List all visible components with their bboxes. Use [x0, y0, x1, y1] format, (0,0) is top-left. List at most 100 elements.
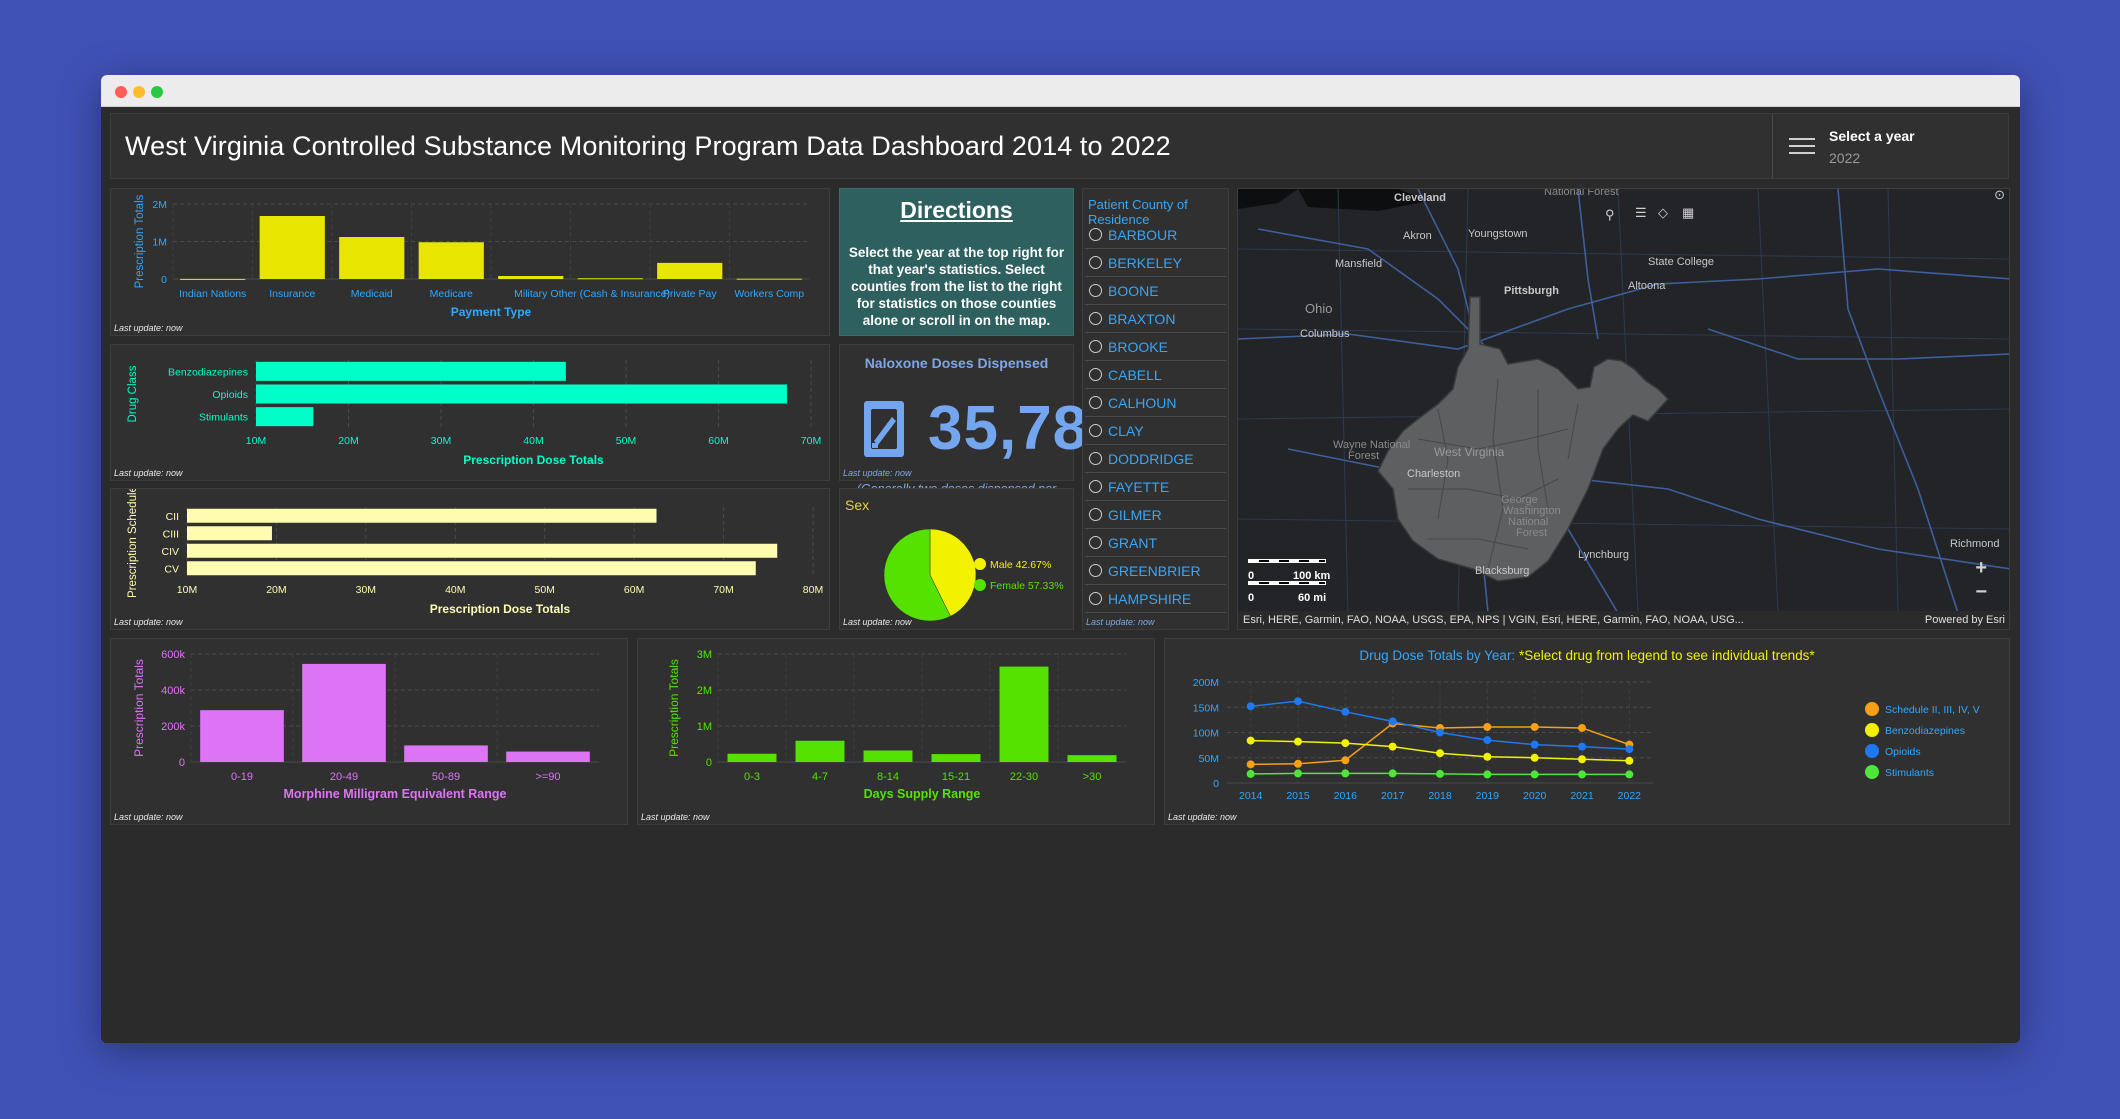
- minimize-window-button[interactable]: [133, 86, 145, 98]
- x-tick-label: 10M: [177, 584, 197, 596]
- last-update-label: Last update: now: [1086, 617, 1155, 627]
- search-icon[interactable]: ⚲: [1605, 207, 1615, 222]
- legend-label: Stimulants: [1885, 767, 1934, 779]
- county-item[interactable]: GILMER: [1085, 501, 1226, 529]
- bar: [1067, 755, 1117, 762]
- data-point: [1436, 728, 1444, 737]
- bar: [339, 237, 405, 279]
- county-item[interactable]: BARBOUR: [1085, 221, 1226, 249]
- radio-icon[interactable]: [1089, 368, 1102, 381]
- bar: [187, 526, 272, 541]
- x-tick-label: Private Pay: [663, 288, 717, 300]
- y-axis-title: Drug Class: [127, 365, 139, 422]
- svg-text:Ohio: Ohio: [1305, 301, 1332, 316]
- county-item[interactable]: FAYETTE: [1085, 473, 1226, 501]
- layers-icon[interactable]: ◇: [1658, 205, 1668, 220]
- scale-km-label: 100 km: [1293, 570, 1331, 582]
- maximize-window-button[interactable]: [151, 86, 163, 98]
- county-item[interactable]: BOONE: [1085, 277, 1226, 305]
- data-point: [1246, 736, 1255, 745]
- powered-by-esri[interactable]: Powered by Esri: [1924, 614, 2005, 626]
- radio-icon[interactable]: [1089, 508, 1102, 521]
- county-item[interactable]: CLAY: [1085, 417, 1226, 445]
- zoom-out-button[interactable]: −: [1975, 581, 1987, 603]
- map-canvas[interactable]: Cleveland Akron Youngstown Mansfield Ohi…: [1238, 189, 2010, 613]
- radio-icon[interactable]: [1089, 340, 1102, 353]
- map-attribution-text: Esri, HERE, Garmin, FAO, NOAA, USGS, EPA…: [1243, 614, 1744, 626]
- county-item[interactable]: BRAXTON: [1085, 305, 1226, 333]
- x-axis-title: Days Supply Range: [864, 787, 981, 801]
- bar: [506, 751, 590, 762]
- bar: [187, 561, 756, 576]
- svg-text:Blacksburg: Blacksburg: [1475, 565, 1529, 577]
- x-tick-label: >=90: [535, 771, 560, 783]
- map-panel[interactable]: Cleveland Akron Youngstown Mansfield Ohi…: [1237, 188, 2010, 630]
- bar: [180, 278, 246, 280]
- fullscreen-icon[interactable]: ⊙: [1994, 188, 2005, 202]
- menu-icon[interactable]: [1789, 138, 1815, 156]
- county-item[interactable]: BROOKE: [1085, 333, 1226, 361]
- last-update-label: Last update: now: [114, 468, 183, 478]
- county-item[interactable]: GRANT: [1085, 529, 1226, 557]
- radio-icon[interactable]: [1089, 536, 1102, 549]
- x-tick-label: 22-30: [1010, 771, 1038, 783]
- county-label: BARBOUR: [1108, 226, 1178, 243]
- y-tick-label: 200M: [1193, 677, 1219, 689]
- zoom-in-button[interactable]: +: [1975, 557, 1987, 579]
- x-axis-title: Payment Type: [451, 305, 532, 319]
- y-tick-label: 0: [179, 757, 185, 769]
- x-tick-label: 2018: [1428, 790, 1452, 802]
- radio-icon[interactable]: [1089, 480, 1102, 493]
- county-list[interactable]: BARBOUR BERKELEY BOONE BRAXTON BROOKE CABELL C…: [1085, 221, 1226, 615]
- syringe-icon: [864, 401, 904, 457]
- radio-icon[interactable]: [1089, 256, 1102, 269]
- y-tick-label: CII: [166, 511, 179, 523]
- radio-icon[interactable]: [1089, 564, 1102, 577]
- y-tick-label: Benzodiazepines: [168, 366, 248, 378]
- legend-label: Schedule II, III, IV, V: [1885, 704, 1980, 716]
- x-tick-label: 50M: [534, 584, 554, 596]
- west-virginia-region: [1377, 296, 1670, 582]
- bar: [999, 666, 1049, 762]
- radio-icon[interactable]: [1089, 424, 1102, 437]
- county-label: FAYETTE: [1108, 478, 1170, 495]
- radio-icon[interactable]: [1089, 284, 1102, 297]
- bar: [931, 754, 981, 762]
- county-item[interactable]: CALHOUN: [1085, 389, 1226, 417]
- radio-icon[interactable]: [1089, 396, 1102, 409]
- close-window-button[interactable]: [115, 86, 127, 98]
- list-icon[interactable]: ☰: [1635, 205, 1647, 220]
- county-label: BRAXTON: [1108, 310, 1176, 327]
- x-tick-label: Workers Comp: [734, 288, 804, 300]
- bar: [187, 508, 657, 523]
- radio-icon[interactable]: [1089, 312, 1102, 325]
- days-supply-chart-panel: 0 1M 2M 3M 0-3 4-7 8-14 15-21 22-30 >30 Days Suppl…: [637, 638, 1155, 825]
- county-item[interactable]: CABELL: [1085, 361, 1226, 389]
- x-tick-label: 40M: [445, 584, 465, 596]
- year-selector[interactable]: Select a year 2022: [1772, 114, 2008, 178]
- county-item[interactable]: HAMPSHIRE: [1085, 585, 1226, 613]
- county-item[interactable]: DODDRIDGE: [1085, 445, 1226, 473]
- radio-icon[interactable]: [1089, 452, 1102, 465]
- data-point: [1341, 707, 1350, 716]
- x-tick-label: 40M: [523, 435, 543, 447]
- radio-icon[interactable]: [1089, 228, 1102, 241]
- data-point: [1294, 759, 1302, 768]
- x-tick-label: 0-3: [744, 771, 760, 783]
- county-item[interactable]: GREENBRIER: [1085, 557, 1226, 585]
- data-point: [1530, 740, 1539, 749]
- data-point: [1388, 769, 1397, 778]
- radio-icon[interactable]: [1089, 592, 1102, 605]
- x-tick-label: 70M: [713, 584, 733, 596]
- y-tick-label: 0: [1213, 778, 1219, 790]
- legend-label: Opioids: [1885, 746, 1921, 758]
- y-tick-label: 0: [161, 274, 167, 286]
- data-point: [1578, 742, 1586, 751]
- directions-panel: Directions Select the year at the top ri…: [839, 188, 1074, 336]
- x-tick-label: 2016: [1334, 790, 1358, 802]
- county-item[interactable]: HANCOCK: [1085, 613, 1226, 615]
- svg-text:Richmond: Richmond: [1950, 538, 2000, 550]
- basemap-icon[interactable]: ▦: [1682, 205, 1695, 220]
- data-point: [1341, 769, 1350, 778]
- county-item[interactable]: BERKELEY: [1085, 249, 1226, 277]
